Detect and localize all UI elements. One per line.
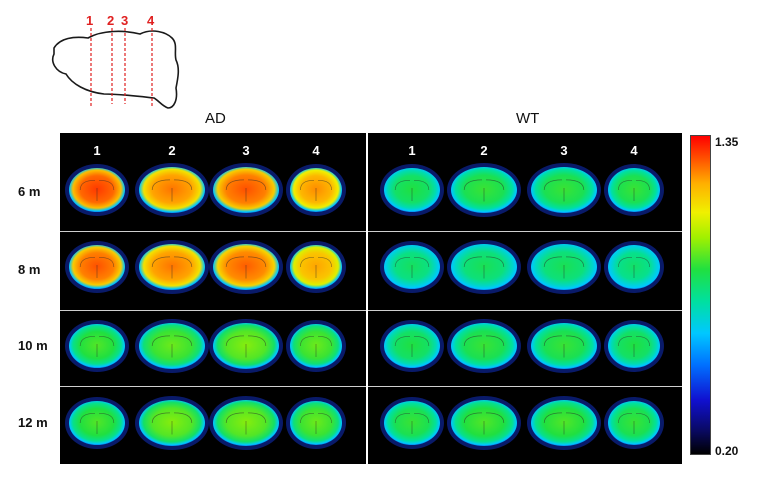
slice-outline [300,256,332,278]
cut-label-4: 4 [147,13,155,28]
pet-slice [65,241,129,293]
pet-slice [380,397,444,449]
group-title-wt: WT [516,110,540,127]
col-label: 4 [630,143,638,158]
slice-outline [225,256,267,279]
slice-outline [394,179,430,201]
pet-slice [604,397,664,449]
pet-slice [380,164,444,216]
slice-outline [394,256,430,278]
slice-outline [543,256,585,279]
slice-outline [463,412,505,435]
pet-slice [604,320,664,372]
pet-slice [209,319,283,373]
slice-outline [79,412,115,434]
pet-slice [65,164,129,216]
pet-slice [527,396,601,450]
slice-outline [394,412,430,434]
pet-slice [447,319,521,373]
row-divider [60,386,366,387]
col-label: 3 [560,143,568,158]
row-divider [368,386,682,387]
slice-outline [300,179,332,201]
brain-schematic: 1 2 3 4 [51,13,180,109]
slice-outline [618,335,650,357]
pet-slice [447,396,521,450]
row-divider [368,231,682,232]
pet-slice [135,396,209,450]
colorbar [690,135,711,455]
slice-outline [300,412,332,434]
slice-outline [618,256,650,278]
slice-outline [394,335,430,357]
colorbar-min-label: 0.20 [715,444,739,458]
pet-slice [135,319,209,373]
pet-slice [286,320,346,372]
cut-label-2: 2 [107,13,114,28]
pet-slice [209,163,283,217]
col-label: 4 [312,143,320,158]
panel-wt: 1 2 3 4 [368,133,682,464]
slice-outline [543,412,585,435]
cut-label-1: 1 [86,13,93,28]
pet-slice [65,397,129,449]
colorbar-max-label: 1.35 [715,135,739,149]
col-label: 2 [480,143,488,158]
slice-outline [151,412,193,435]
cut-lines [90,28,153,108]
row-label-12m: 12 m [18,415,48,430]
slice-outline [618,179,650,201]
pet-slice [286,397,346,449]
panel-ad: 1 2 3 4 [60,133,366,464]
slice-outline [463,335,505,358]
pet-slice [447,163,521,217]
slice-outline [79,179,115,201]
slice-outline [79,335,115,357]
row-label-10m: 10 m [18,338,48,353]
slice-outline [463,179,505,202]
pet-slice [527,319,601,373]
slice-outline [151,179,193,202]
slice-outline [543,335,585,358]
pet-slice [604,164,664,216]
slice-outline [463,256,505,279]
row-divider [60,231,366,232]
col-label: 1 [408,143,416,158]
pet-slice [286,241,346,293]
row-divider [368,310,682,311]
row-divider [60,310,366,311]
group-title-ad: AD [205,110,226,127]
slice-outline [618,412,650,434]
slice-outline [300,335,332,357]
brain-outline [51,30,180,109]
slice-outline [79,256,115,278]
pet-slice [135,163,209,217]
pet-slice [65,320,129,372]
row-label-6m: 6 m [18,184,41,199]
slice-outline [151,256,193,279]
pet-slice [604,241,664,293]
pet-slice [209,396,283,450]
slice-outline [151,335,193,358]
pet-slice [527,240,601,294]
pet-slice [135,240,209,294]
pet-slice [209,240,283,294]
slice-outline [225,179,267,202]
col-label: 1 [93,143,101,158]
slice-outline [225,412,267,435]
row-label-8m: 8 m [18,262,41,277]
col-label: 3 [242,143,250,158]
pet-slice [380,241,444,293]
cut-label-3: 3 [121,13,128,28]
pet-slice [447,240,521,294]
pet-slice [286,164,346,216]
slice-outline [543,179,585,202]
col-label: 2 [168,143,176,158]
pet-slice [380,320,444,372]
pet-slice [527,163,601,217]
slice-outline [225,335,267,358]
